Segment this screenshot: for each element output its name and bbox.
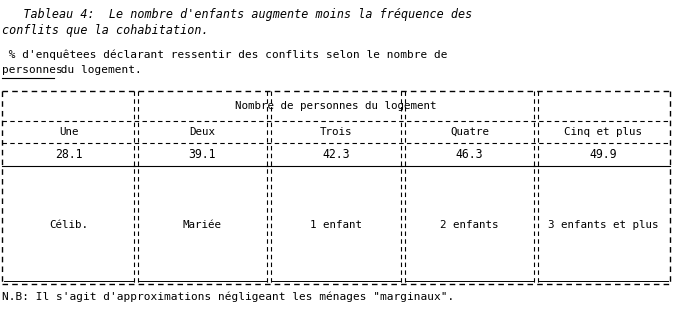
Text: 39.1: 39.1 [189,148,216,161]
Text: 42.3: 42.3 [322,148,350,161]
Text: conflits que la cohabitation.: conflits que la cohabitation. [2,24,209,37]
Text: Mariée: Mariée [183,220,222,230]
Text: Quatre: Quatre [450,127,489,137]
Text: 46.3: 46.3 [456,148,483,161]
Text: 28.1: 28.1 [55,148,82,161]
Text: Célib.: Célib. [49,220,88,230]
Text: % d'enquêtees déclarant ressentir des conflits selon le nombre de: % d'enquêtees déclarant ressentir des co… [2,50,448,61]
Text: 1 enfant: 1 enfant [310,220,362,230]
Text: Cinq et plus: Cinq et plus [564,127,642,137]
Text: 2 enfants: 2 enfants [440,220,499,230]
Text: 49.9: 49.9 [590,148,617,161]
Text: Nombre de personnes du logement: Nombre de personnes du logement [235,101,437,111]
Text: N.B: Il s'agit d'approximations négligeant les ménages "marginaux".: N.B: Il s'agit d'approximations négligea… [2,292,454,303]
Text: personnes: personnes [2,65,63,75]
Text: du logement.: du logement. [54,65,142,75]
Text: Trois: Trois [319,127,353,137]
Text: Une: Une [59,127,79,137]
Text: 3 enfants et plus: 3 enfants et plus [548,220,658,230]
Text: Deux: Deux [189,127,216,137]
Text: Tableau 4:  Le nombre d'enfants augmente moins la fréquence des: Tableau 4: Le nombre d'enfants augmente … [2,8,472,21]
